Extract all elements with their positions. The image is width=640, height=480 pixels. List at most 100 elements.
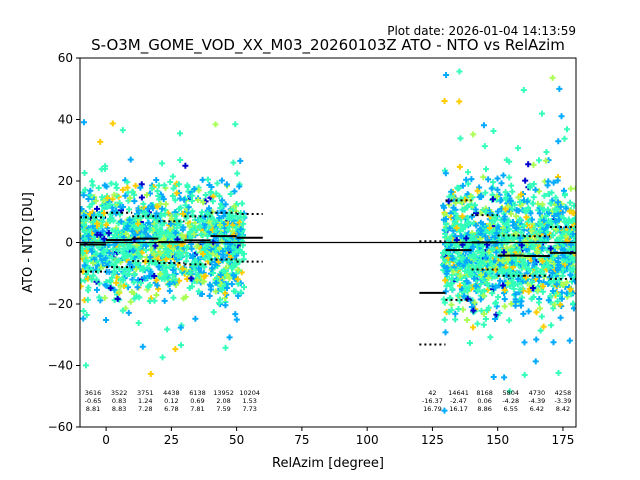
scatter-point	[109, 196, 116, 203]
scatter-point	[159, 221, 166, 228]
scatter-point	[446, 295, 453, 302]
scatter-point	[524, 280, 531, 287]
bin-mean: -16.37	[422, 397, 443, 405]
scatter-point	[210, 309, 217, 316]
scatter-point	[147, 240, 154, 247]
scatter-point	[561, 218, 568, 225]
scatter-point	[134, 284, 141, 291]
bin-mean: -0.65	[85, 397, 102, 405]
scatter-point	[130, 279, 137, 286]
scatter-point	[535, 299, 542, 306]
scatter-point	[480, 174, 487, 181]
bin-count: 3616	[85, 389, 102, 397]
scatter-point	[464, 295, 471, 302]
scatter-point	[549, 254, 556, 261]
scatter-point	[204, 210, 211, 217]
scatter-point	[114, 295, 121, 302]
scatter-point	[92, 197, 99, 204]
scatter-point	[162, 230, 169, 237]
scatter-point	[442, 257, 449, 264]
scatter-point	[197, 223, 204, 230]
scatter-point	[220, 268, 227, 275]
scatter-point	[179, 265, 186, 272]
scatter-point	[80, 250, 86, 257]
scatter-point	[108, 180, 115, 187]
scatter-point	[453, 224, 460, 231]
scatter-point	[566, 337, 573, 344]
scatter-point	[481, 261, 488, 268]
scatter-point	[532, 186, 539, 193]
scatter-point	[82, 235, 89, 242]
x-tick-label: 125	[421, 433, 444, 447]
scatter-point	[550, 179, 557, 186]
scatter-point	[501, 216, 508, 223]
scatter-point	[460, 262, 467, 269]
scatter-point	[209, 265, 216, 272]
scatter-point	[94, 286, 101, 293]
bin-mean: 1.24	[138, 397, 152, 405]
scatter-point	[182, 162, 189, 169]
scatter-point	[127, 298, 134, 305]
scatter-point	[446, 251, 453, 258]
scatter-point	[556, 277, 563, 284]
scatter-point	[101, 235, 108, 242]
scatter-point	[480, 249, 487, 256]
bin-count: 8168	[476, 389, 493, 397]
scatter-point	[140, 264, 147, 271]
scatter-point	[512, 298, 519, 305]
scatter-point	[226, 224, 233, 231]
scatter-point	[80, 212, 87, 219]
scatter-point	[237, 289, 244, 296]
scatter-point	[226, 334, 233, 341]
scatter-point	[137, 279, 144, 286]
scatter-point	[502, 189, 509, 196]
scatter-point	[169, 262, 176, 269]
scatter-point	[80, 119, 87, 126]
scatter-point	[468, 233, 475, 240]
scatter-point	[485, 304, 492, 311]
scatter-point	[80, 192, 87, 199]
scatter-point	[505, 217, 512, 224]
scatter-point	[109, 255, 116, 262]
scatter-point	[138, 181, 145, 188]
scatter-point	[493, 230, 500, 237]
scatter-point	[442, 170, 449, 177]
scatter-point	[176, 277, 183, 284]
scatter-point	[116, 266, 123, 273]
scatter-point	[465, 180, 472, 187]
scatter-point	[530, 161, 537, 168]
scatter-point	[225, 258, 232, 265]
scatter-point	[126, 267, 133, 274]
scatter-point	[531, 259, 538, 266]
scatter-point	[554, 199, 561, 206]
scatter-point	[84, 296, 91, 303]
scatter-point	[120, 270, 127, 277]
scatter-point	[507, 269, 514, 276]
scatter-point	[488, 261, 495, 268]
scatter-point	[229, 228, 236, 235]
scatter-point	[173, 190, 180, 197]
scatter-point	[560, 215, 567, 222]
scatter-point	[105, 230, 112, 237]
scatter-point	[176, 130, 183, 137]
scatter-point	[166, 242, 173, 249]
scatter-point	[465, 269, 472, 276]
scatter-point	[524, 198, 531, 205]
scatter-point	[172, 197, 179, 204]
scatter-point	[472, 206, 479, 213]
scatter-point	[566, 229, 573, 236]
scatter-point	[509, 259, 516, 266]
scatter-point	[536, 305, 543, 312]
scatter-point	[155, 182, 162, 189]
chart-title: S-O3M_GOME_VOD_XX_M03_20260103Z ATO - NT…	[91, 36, 565, 55]
scatter-point	[442, 288, 449, 295]
scatter-point	[195, 197, 202, 204]
scatter-point	[103, 316, 110, 323]
scatter-point	[466, 340, 473, 347]
scatter-point	[477, 263, 484, 270]
scatter-point	[515, 145, 522, 152]
scatter-point	[177, 204, 184, 211]
scatter-point	[199, 278, 206, 285]
scatter-point	[133, 293, 140, 300]
scatter-point	[159, 253, 166, 260]
